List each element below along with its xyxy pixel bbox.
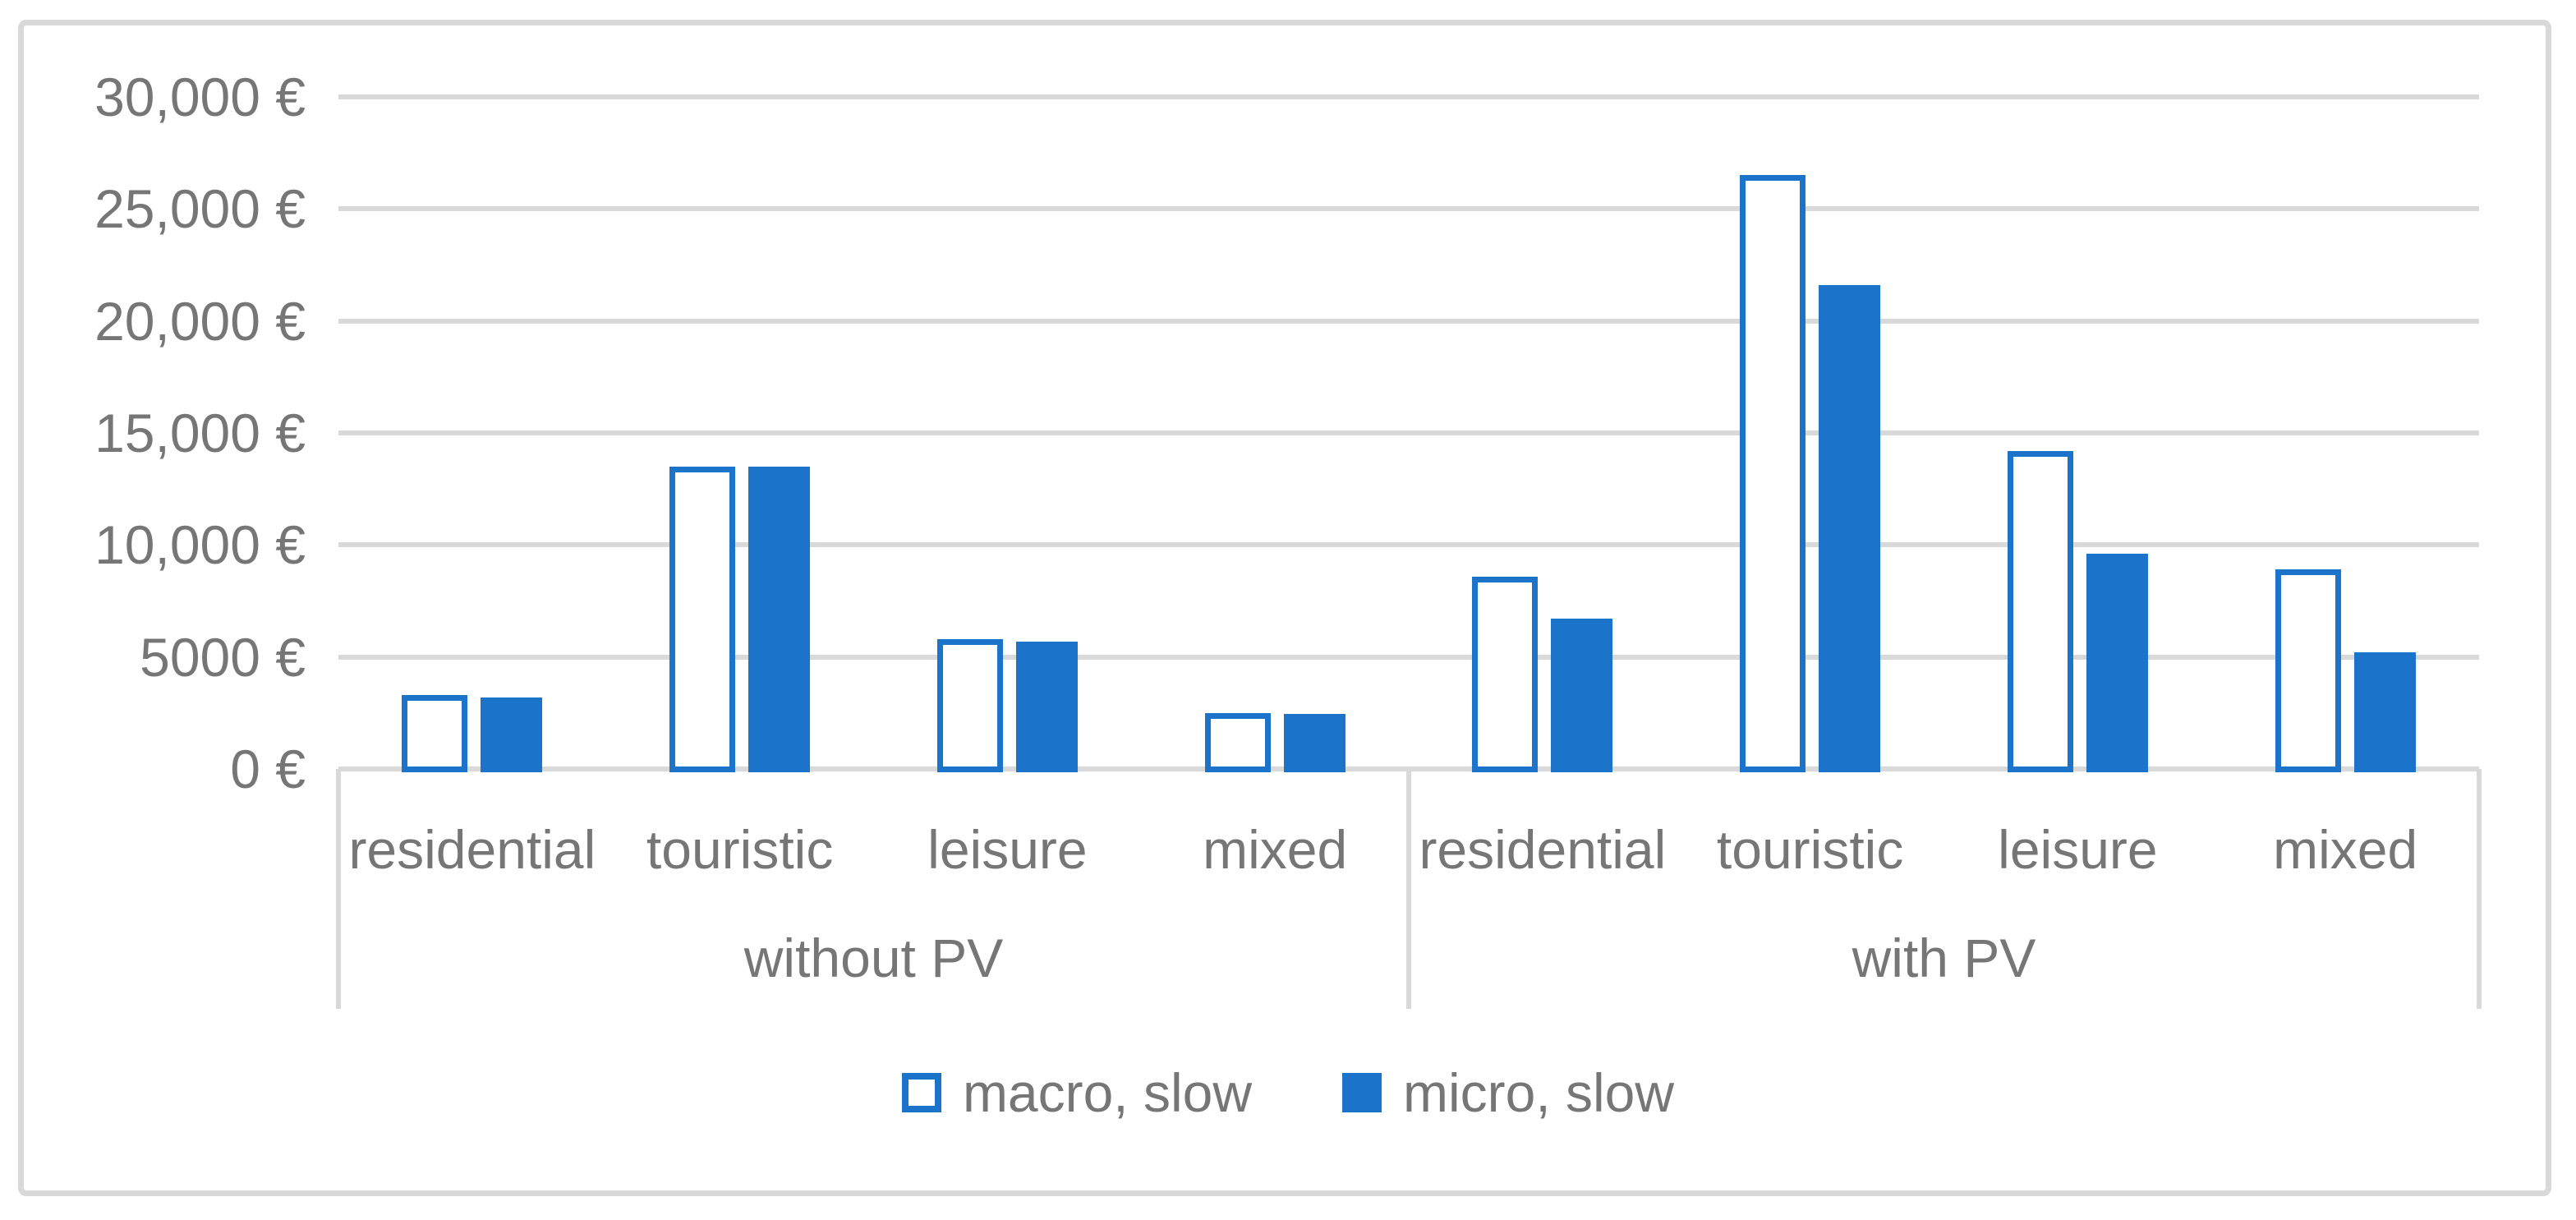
group-label-without-pv: without PV [743, 928, 1004, 988]
category-label-residential-with-pv: residential [1419, 819, 1667, 880]
bar-macro-slow-leisure-with-pv [2007, 450, 2073, 772]
bar-macro-slow-residential-without-pv [402, 695, 468, 772]
bar-micro-slow-touristic-with-pv [1819, 285, 1881, 772]
y-tick-label-30000: 30,000 € [94, 67, 306, 127]
legend-swatch-macro-slow-icon [901, 1073, 941, 1112]
legend-label-micro-slow: micro, slow [1403, 1062, 1675, 1123]
chart-outer-border [18, 20, 2551, 1196]
gridline-10000 [338, 542, 2479, 548]
bar-macro-slow-residential-with-pv [1472, 576, 1539, 772]
category-label-touristic-with-pv: touristic [1716, 819, 1904, 880]
y-tick-label-25000: 25,000 € [94, 178, 306, 240]
legend-item-micro-slow: micro, slow [1342, 1061, 1674, 1124]
category-label-leisure-with-pv: leisure [1998, 819, 2158, 880]
category-label-residential-without-pv: residential [348, 819, 596, 880]
y-tick-label-5000: 5000 € [140, 626, 306, 688]
bar-micro-slow-leisure-with-pv [2086, 554, 2148, 772]
category-label-mixed-without-pv: mixed [1203, 819, 1348, 880]
bar-micro-slow-mixed-with-pv [2353, 652, 2416, 772]
bar-macro-slow-leisure-without-pv [936, 638, 1003, 772]
bar-macro-slow-mixed-with-pv [2275, 569, 2341, 772]
bar-micro-slow-touristic-without-pv [748, 466, 811, 772]
category-label-touristic-without-pv: touristic [646, 819, 834, 880]
gridline-5000 [338, 654, 2479, 660]
legend-item-macro-slow: macro, slow [901, 1061, 1253, 1124]
y-tick-label-20000: 20,000 € [94, 290, 306, 352]
group-label-with-pv: with PV [1852, 928, 2036, 988]
gridline-25000 [338, 206, 2479, 212]
bar-micro-slow-residential-without-pv [481, 697, 543, 772]
y-tick-label-15000: 15,000 € [94, 403, 306, 463]
legend: macro, slow micro, slow [0, 1061, 2576, 1124]
category-axis-divider [336, 769, 341, 1009]
legend-swatch-micro-slow-icon [1342, 1073, 1382, 1112]
bar-micro-slow-mixed-without-pv [1283, 714, 1346, 772]
gridline-15000 [338, 430, 2479, 435]
gridline-20000 [338, 318, 2479, 324]
bar-micro-slow-residential-with-pv [1551, 619, 1613, 772]
bar-micro-slow-leisure-without-pv [1015, 641, 1078, 772]
legend-label-macro-slow: macro, slow [962, 1062, 1253, 1123]
bar-macro-slow-mixed-without-pv [1204, 712, 1271, 772]
gridline-30000 [338, 94, 2479, 99]
category-axis-divider [1406, 769, 1411, 1009]
category-label-leisure-without-pv: leisure [927, 819, 1088, 880]
y-tick-label-0: 0 € [230, 739, 306, 799]
y-tick-label-10000: 10,000 € [94, 514, 306, 576]
category-label-mixed-with-pv: mixed [2273, 819, 2418, 880]
bar-macro-slow-touristic-with-pv [1740, 175, 1806, 772]
bar-macro-slow-touristic-without-pv [669, 466, 736, 772]
category-axis-divider [2477, 769, 2482, 1009]
